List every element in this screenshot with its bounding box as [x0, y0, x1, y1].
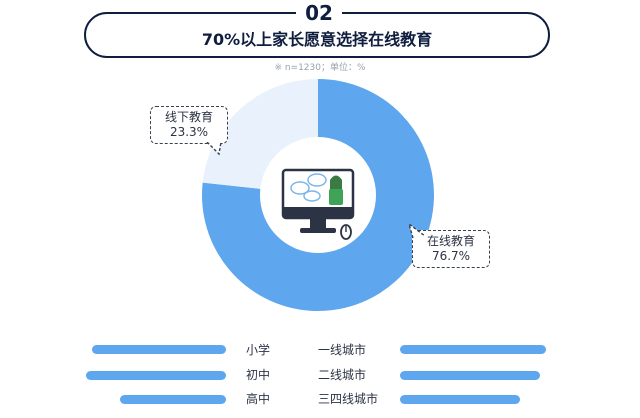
legend-high-school: 高中	[246, 392, 271, 406]
chart-title: 70%以上家长愿意选择在线教育	[201, 30, 433, 49]
legend-primary-school: 小学	[246, 343, 271, 357]
bar-high-school	[120, 395, 226, 404]
callout-tail-online	[408, 224, 426, 238]
bar-tier2	[400, 371, 540, 380]
legend-tier2: 二线城市	[318, 368, 367, 382]
callout-tail-offline	[206, 142, 222, 156]
bar-primary-school	[92, 345, 226, 354]
computer-icon	[281, 168, 355, 240]
legend-tier3-4: 三四线城市	[318, 392, 379, 406]
bar-tier3-4	[400, 395, 520, 404]
label-online-name: 在线教育	[426, 234, 475, 248]
label-offline-value: 23.3%	[169, 125, 209, 139]
sample-note: ※ n=1230；单位：%	[274, 63, 366, 73]
legend-tier1: 一线城市	[318, 343, 367, 357]
bar-tier1	[400, 345, 546, 354]
label-offline-name: 线下教育	[164, 110, 213, 124]
legend-middle-school: 初中	[246, 368, 271, 382]
label-online-value: 76.7%	[431, 249, 471, 263]
section-number-mask	[296, 2, 342, 24]
label-offline: 线下教育 23.3%	[150, 106, 228, 144]
bar-middle-school	[86, 371, 226, 380]
label-online: 在线教育 76.7%	[412, 230, 490, 268]
section-number: 02	[305, 1, 333, 25]
